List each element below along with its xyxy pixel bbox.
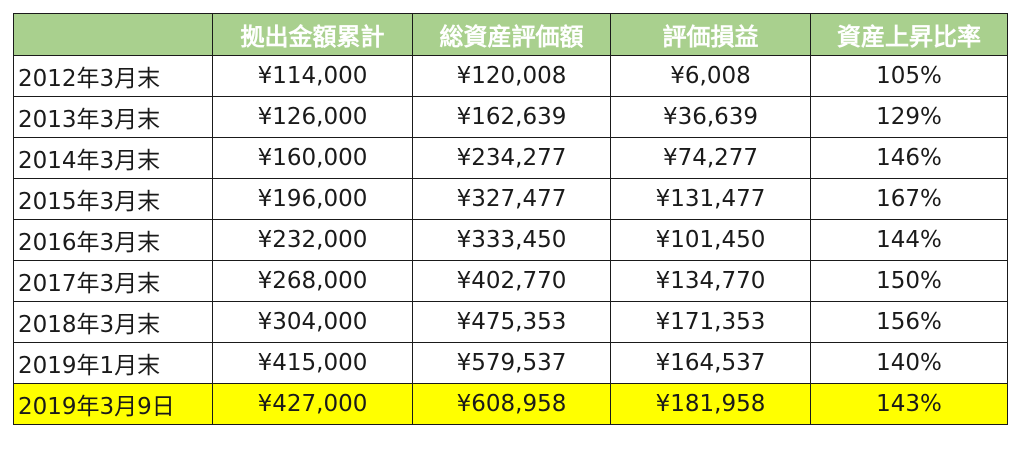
asset-growth-ratio-cell[interactable]: 150% — [810, 260, 1008, 302]
cumulative-contribution-cell[interactable]: ¥126,000 — [212, 96, 413, 138]
asset-growth-ratio-cell[interactable]: 156% — [810, 301, 1008, 343]
cumulative-contribution-cell[interactable]: ¥114,000 — [212, 55, 413, 97]
unrealized-gain-cell[interactable]: ¥171,353 — [610, 301, 811, 343]
total-asset-value-cell[interactable]: ¥333,450 — [412, 219, 611, 261]
asset-growth-ratio-cell[interactable]: 140% — [810, 342, 1008, 384]
total-asset-value-cell[interactable]: ¥234,277 — [412, 137, 611, 179]
header-total-asset-value[interactable]: 総資産評価額 — [412, 13, 611, 56]
period-cell[interactable]: 2017年3月末 — [13, 260, 213, 302]
cumulative-contribution-cell[interactable]: ¥196,000 — [212, 178, 413, 220]
header-row: 拠出金額累計 総資産評価額 評価損益 資産上昇比率 — [13, 13, 1008, 56]
unrealized-gain-cell[interactable]: ¥74,277 — [610, 137, 811, 179]
total-asset-value-cell[interactable]: ¥120,008 — [412, 55, 611, 97]
period-cell[interactable]: 2014年3月末 — [13, 137, 213, 179]
table-row: 2016年3月末 ¥232,000 ¥333,450 ¥101,450 144% — [13, 219, 1008, 261]
table-row: 2019年1月末 ¥415,000 ¥579,537 ¥164,537 140% — [13, 342, 1008, 384]
asset-growth-ratio-cell[interactable]: 146% — [810, 137, 1008, 179]
total-asset-value-cell[interactable]: ¥162,639 — [412, 96, 611, 138]
table-row: 2017年3月末 ¥268,000 ¥402,770 ¥134,770 150% — [13, 260, 1008, 302]
period-cell[interactable]: 2019年1月末 — [13, 342, 213, 384]
period-cell[interactable]: 2016年3月末 — [13, 219, 213, 261]
header-asset-growth-ratio[interactable]: 資産上昇比率 — [810, 13, 1008, 56]
performance-table: 拠出金額累計 総資産評価額 評価損益 資産上昇比率 2012年3月末 ¥114,0… — [13, 13, 1008, 425]
period-cell[interactable]: 2012年3月末 — [13, 55, 213, 97]
table-row: 2014年3月末 ¥160,000 ¥234,277 ¥74,277 146% — [13, 137, 1008, 179]
asset-growth-ratio-cell[interactable]: 143% — [810, 383, 1008, 425]
table-row: 2013年3月末 ¥126,000 ¥162,639 ¥36,639 129% — [13, 96, 1008, 138]
header-cumulative-contribution[interactable]: 拠出金額累計 — [212, 13, 413, 56]
unrealized-gain-cell[interactable]: ¥6,008 — [610, 55, 811, 97]
asset-growth-ratio-cell[interactable]: 105% — [810, 55, 1008, 97]
total-asset-value-cell[interactable]: ¥475,353 — [412, 301, 611, 343]
table-row: 2012年3月末 ¥114,000 ¥120,008 ¥6,008 105% — [13, 55, 1008, 97]
cumulative-contribution-cell[interactable]: ¥427,000 — [212, 383, 413, 425]
table-row: 2019年3月9日 ¥427,000 ¥608,958 ¥181,958 143% — [13, 383, 1008, 425]
total-asset-value-cell[interactable]: ¥327,477 — [412, 178, 611, 220]
asset-growth-ratio-cell[interactable]: 144% — [810, 219, 1008, 261]
table-row: 2015年3月末 ¥196,000 ¥327,477 ¥131,477 167% — [13, 178, 1008, 220]
period-cell[interactable]: 2018年3月末 — [13, 301, 213, 343]
table-row: 2018年3月末 ¥304,000 ¥475,353 ¥171,353 156% — [13, 301, 1008, 343]
cumulative-contribution-cell[interactable]: ¥304,000 — [212, 301, 413, 343]
period-cell[interactable]: 2013年3月末 — [13, 96, 213, 138]
cumulative-contribution-cell[interactable]: ¥160,000 — [212, 137, 413, 179]
period-cell[interactable]: 2015年3月末 — [13, 178, 213, 220]
unrealized-gain-cell[interactable]: ¥131,477 — [610, 178, 811, 220]
header-corner-cell[interactable] — [13, 13, 213, 56]
unrealized-gain-cell[interactable]: ¥181,958 — [610, 383, 811, 425]
unrealized-gain-cell[interactable]: ¥36,639 — [610, 96, 811, 138]
cumulative-contribution-cell[interactable]: ¥232,000 — [212, 219, 413, 261]
total-asset-value-cell[interactable]: ¥579,537 — [412, 342, 611, 384]
unrealized-gain-cell[interactable]: ¥134,770 — [610, 260, 811, 302]
cumulative-contribution-cell[interactable]: ¥268,000 — [212, 260, 413, 302]
cumulative-contribution-cell[interactable]: ¥415,000 — [212, 342, 413, 384]
header-unrealized-gain[interactable]: 評価損益 — [610, 13, 811, 56]
asset-growth-ratio-cell[interactable]: 167% — [810, 178, 1008, 220]
asset-growth-ratio-cell[interactable]: 129% — [810, 96, 1008, 138]
unrealized-gain-cell[interactable]: ¥101,450 — [610, 219, 811, 261]
period-cell[interactable]: 2019年3月9日 — [13, 383, 213, 425]
unrealized-gain-cell[interactable]: ¥164,537 — [610, 342, 811, 384]
total-asset-value-cell[interactable]: ¥608,958 — [412, 383, 611, 425]
total-asset-value-cell[interactable]: ¥402,770 — [412, 260, 611, 302]
